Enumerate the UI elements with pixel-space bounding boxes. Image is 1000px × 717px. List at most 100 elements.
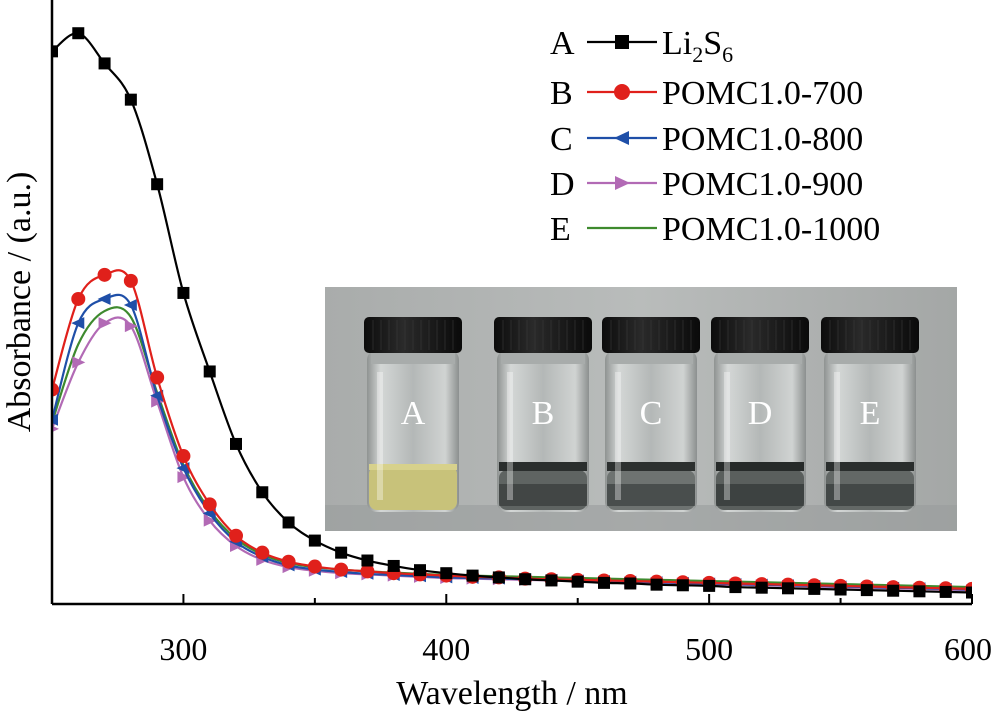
legend: A Li2S6 B POMC1.0-700 C POMC1.0-800 D POMC1.0-9…: [550, 25, 880, 248]
data-point-A-410: [466, 569, 479, 582]
legend-marker-C: [614, 131, 629, 145]
vial-meniscus: [826, 462, 914, 471]
data-point-A-490: [676, 579, 689, 592]
vial-meniscus: [607, 462, 695, 471]
legend-marker-D: [615, 176, 630, 190]
data-point-D-260: [72, 356, 86, 369]
x-tick-label-300: 300: [159, 631, 207, 667]
legend-entry-A: A Li2S6: [550, 25, 733, 67]
vial-label-B: B: [532, 395, 555, 432]
data-point-A-430: [519, 573, 532, 586]
legend-label-D: POMC1.0-900: [662, 166, 863, 203]
legend-label-A: Li2S6: [662, 25, 733, 67]
legend-letter-E: E: [550, 211, 571, 248]
data-point-C-290: [150, 389, 164, 402]
legend-letter-D: D: [550, 166, 575, 203]
data-point-C-300: [176, 462, 190, 475]
data-point-A-310: [203, 365, 216, 378]
data-point-D-270: [98, 317, 112, 330]
vial-meniscus: [369, 464, 457, 470]
data-point-A-500: [703, 579, 716, 592]
data-point-A-530: [782, 582, 794, 595]
data-point-A-290: [151, 178, 164, 191]
data-point-C-280: [123, 299, 137, 312]
data-point-A-380: [387, 559, 400, 572]
data-point-A-460: [598, 576, 610, 589]
data-point-D-310: [203, 514, 217, 527]
series-layer: [52, 27, 972, 599]
data-point-A-570: [887, 584, 900, 597]
data-point-B-350: [307, 559, 322, 574]
y-axis-title: Absorbance / (a.u.): [1, 172, 38, 433]
data-point-A-580: [913, 585, 926, 598]
data-point-A-510: [729, 581, 742, 594]
x-tick-label-600: 600: [944, 631, 992, 667]
vial-label-D: D: [748, 395, 773, 432]
data-point-B-300: [176, 449, 191, 464]
vial-sediment: [826, 484, 914, 506]
data-point-A-320: [230, 437, 242, 450]
data-point-A-300: [177, 286, 190, 299]
x-tick-label-500: 500: [685, 631, 733, 667]
series-A: [52, 27, 972, 599]
vial-highlight: [615, 372, 621, 500]
vial-sediment: [716, 484, 804, 506]
data-point-A-280: [124, 93, 137, 106]
vial-highlight: [724, 372, 730, 500]
data-point-A-520: [755, 581, 768, 594]
legend-label-B: POMC1.0-700: [662, 75, 863, 112]
data-point-B-340: [281, 554, 296, 569]
data-point-B-360: [334, 562, 349, 577]
data-point-B-370: [360, 564, 375, 579]
data-point-A-550: [834, 583, 847, 596]
data-point-B-250: [52, 382, 59, 397]
data-point-D-290: [151, 395, 165, 408]
legend-letter-B: B: [550, 75, 573, 112]
data-point-B-320: [229, 528, 243, 543]
x-ticks: 300 400 500 600: [51, 594, 992, 667]
data-point-B-260: [71, 291, 86, 306]
data-point-A-360: [335, 546, 348, 559]
vial-D: D: [711, 317, 809, 512]
data-point-B-290: [150, 370, 165, 385]
data-point-D-280: [124, 320, 138, 333]
data-point-B-280: [123, 273, 138, 288]
data-point-D-250: [52, 425, 59, 433]
data-point-A-400: [440, 567, 453, 580]
legend-label-C: POMC1.0-800: [662, 121, 863, 158]
vial-meniscus: [716, 462, 804, 471]
legend-label-E: POMC1.0-1000: [662, 211, 880, 248]
data-point-B-330: [255, 545, 270, 560]
data-point-A-330: [256, 486, 269, 499]
data-point-A-350: [308, 534, 321, 547]
data-point-A-540: [808, 582, 821, 595]
data-point-B-270: [97, 267, 112, 282]
legend-entry-C: C POMC1.0-800: [550, 121, 863, 158]
x-axis-title: Wavelength / nm: [396, 675, 627, 712]
vial-meniscus: [499, 462, 587, 471]
data-point-A-270: [98, 57, 111, 70]
vial-highlight: [507, 372, 513, 500]
data-point-A-370: [361, 554, 374, 567]
data-point-A-250: [52, 45, 58, 58]
data-point-D-300: [177, 471, 191, 484]
data-point-A-470: [624, 577, 637, 590]
vial-A: A: [364, 317, 462, 512]
vial-label-E: E: [860, 395, 881, 432]
vial-sediment: [499, 484, 587, 506]
legend-marker-B: [614, 84, 630, 100]
data-point-A-450: [571, 575, 584, 588]
vial-label-C: C: [640, 395, 663, 432]
data-point-A-420: [492, 571, 505, 584]
legend-entry-B: B POMC1.0-700: [550, 75, 863, 112]
data-point-B-310: [202, 497, 217, 512]
legend-marker-A: [615, 35, 629, 49]
data-point-A-590: [939, 585, 952, 598]
data-point-A-390: [414, 564, 426, 577]
inset-vial-photo: A B C D E: [325, 287, 957, 531]
vial-E: E: [821, 317, 919, 512]
data-point-A-340: [282, 516, 295, 529]
data-point-A-440: [545, 574, 558, 587]
data-point-C-250: [52, 413, 58, 426]
